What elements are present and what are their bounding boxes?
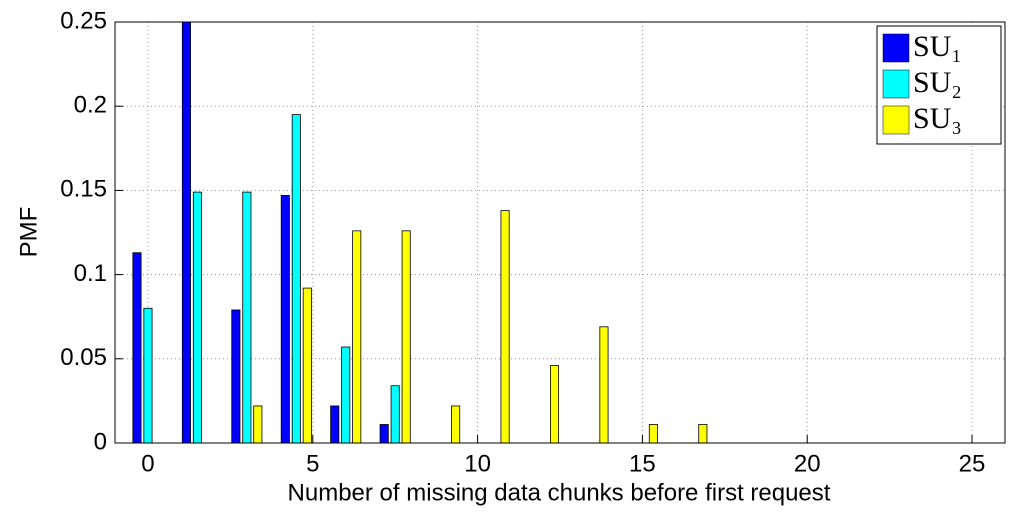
legend-label: SU₂ xyxy=(913,66,962,99)
bar xyxy=(143,307,153,444)
x-tick-label: 10 xyxy=(464,450,491,477)
bar xyxy=(330,405,340,444)
x-axis-label: Number of missing data chunks before fir… xyxy=(288,479,831,506)
y-tick-label: 0.1 xyxy=(74,260,107,287)
bar xyxy=(352,230,362,444)
bar xyxy=(401,230,411,444)
y-tick-label: 0.2 xyxy=(74,92,107,119)
bar xyxy=(390,385,400,444)
y-tick-label: 0 xyxy=(94,428,107,455)
bar xyxy=(451,405,461,444)
legend-swatch xyxy=(882,33,910,63)
bar xyxy=(231,309,241,444)
bar xyxy=(549,365,560,444)
y-tick-label: 0.15 xyxy=(60,176,107,203)
y-axis-label: PMF xyxy=(15,207,42,258)
bar xyxy=(192,191,202,444)
bar xyxy=(291,114,301,444)
bar xyxy=(302,287,312,444)
bar xyxy=(698,424,708,444)
bar xyxy=(500,210,510,444)
bar xyxy=(341,346,351,444)
legend-label: SU₃ xyxy=(913,102,962,135)
legend-label: SU₁ xyxy=(913,30,962,63)
x-tick-label: 20 xyxy=(794,450,821,477)
plot-area xyxy=(115,22,1005,443)
axes-box xyxy=(114,21,1006,444)
bar xyxy=(181,21,191,444)
x-tick-label: 15 xyxy=(629,450,656,477)
bar xyxy=(253,405,263,444)
bar xyxy=(599,326,609,444)
bar xyxy=(379,424,389,444)
x-tick-label: 0 xyxy=(141,450,154,477)
y-tick-label: 0.25 xyxy=(60,7,107,34)
legend-swatch xyxy=(882,69,910,99)
bar xyxy=(242,191,252,444)
x-tick-label: 5 xyxy=(306,450,319,477)
y-tick-label: 0.05 xyxy=(60,344,107,371)
bar xyxy=(280,195,290,444)
x-tick-label: 25 xyxy=(959,450,986,477)
bar xyxy=(132,252,142,444)
bar xyxy=(648,424,658,444)
legend-swatch xyxy=(882,105,910,135)
